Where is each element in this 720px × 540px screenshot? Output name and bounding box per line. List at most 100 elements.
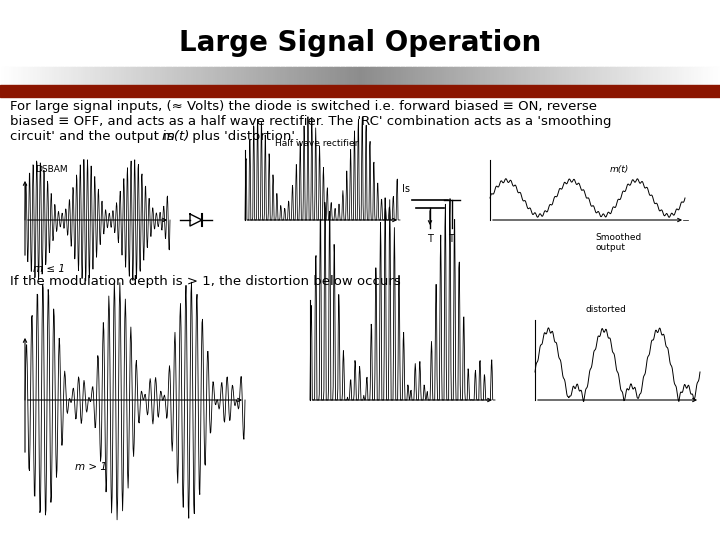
Bar [192,67,195,85]
Text: If the modulation depth is > 1, the distortion below occurs: If the modulation depth is > 1, the dist… [10,275,401,288]
Bar [0,67,4,85]
Bar [480,67,483,85]
Bar [650,67,654,85]
Bar [564,67,567,85]
Bar [585,67,589,85]
Bar [9,67,13,85]
Bar [449,67,452,85]
Bar [48,67,51,85]
Bar [706,67,709,85]
Bar [202,67,205,85]
Bar [677,67,680,85]
Bar [430,67,433,85]
Bar [243,67,246,85]
Bar [331,67,335,85]
Bar [540,67,544,85]
Bar [437,67,440,85]
Bar [99,67,102,85]
Bar [348,67,351,85]
Bar [171,67,174,85]
Bar [691,67,695,85]
Bar [106,67,109,85]
Bar [86,67,90,85]
Bar [341,67,344,85]
Bar [432,67,436,85]
Bar [559,67,562,85]
Text: circuit' and the output is: circuit' and the output is [10,130,178,143]
Bar [595,67,598,85]
Bar [245,67,248,85]
Bar [197,67,200,85]
Bar [657,67,661,85]
Bar [158,67,162,85]
Bar [63,67,66,85]
Bar [110,67,114,85]
Bar [70,67,73,85]
Bar [45,67,49,85]
Bar [499,67,503,85]
Bar [38,67,42,85]
Bar [58,67,61,85]
Bar [168,67,171,85]
Bar [490,67,493,85]
Bar [0,85,720,97]
Text: T: T [427,234,433,244]
Bar [252,67,256,85]
Bar [434,67,438,85]
Bar [518,67,522,85]
Bar [473,67,476,85]
Bar [271,67,274,85]
Bar [113,67,116,85]
Bar [214,67,217,85]
Bar [423,67,426,85]
Bar [254,67,258,85]
Bar [329,67,332,85]
Bar [689,67,692,85]
Bar [269,67,272,85]
Bar [362,67,366,85]
Bar [538,67,541,85]
Bar [180,67,184,85]
Bar [199,67,202,85]
Bar [55,67,58,85]
Bar [502,67,505,85]
Bar [115,67,119,85]
Text: distorted: distorted [585,305,626,314]
Bar [468,67,472,85]
Text: For large signal inputs, (≈ Volts) the diode is switched i.e. forward biased ≡ O: For large signal inputs, (≈ Volts) the d… [10,100,597,113]
Bar [43,67,47,85]
Bar [470,67,474,85]
Bar [569,67,572,85]
Bar [12,67,15,85]
Bar [324,67,328,85]
Bar [240,67,243,85]
Bar [614,67,618,85]
Bar [567,67,570,85]
Bar [621,67,625,85]
Bar [307,67,310,85]
Bar [166,67,169,85]
Text: m(t): m(t) [610,165,629,174]
Bar [343,67,346,85]
Text: Half wave rectifier: Half wave rectifier [275,139,359,148]
Bar [523,67,526,85]
Bar [211,67,215,85]
Bar [485,67,488,85]
Bar [511,67,515,85]
Bar [94,67,97,85]
Bar [7,67,11,85]
Bar [612,67,616,85]
Bar [698,67,702,85]
Text: m > 1: m > 1 [75,462,107,472]
Bar [358,67,361,85]
Bar [646,67,649,85]
Bar [317,67,320,85]
Bar [655,67,659,85]
Bar [531,67,534,85]
Bar [257,67,260,85]
Bar [665,67,668,85]
Bar [600,67,603,85]
Bar [281,67,284,85]
Bar [89,67,92,85]
Bar [235,67,238,85]
